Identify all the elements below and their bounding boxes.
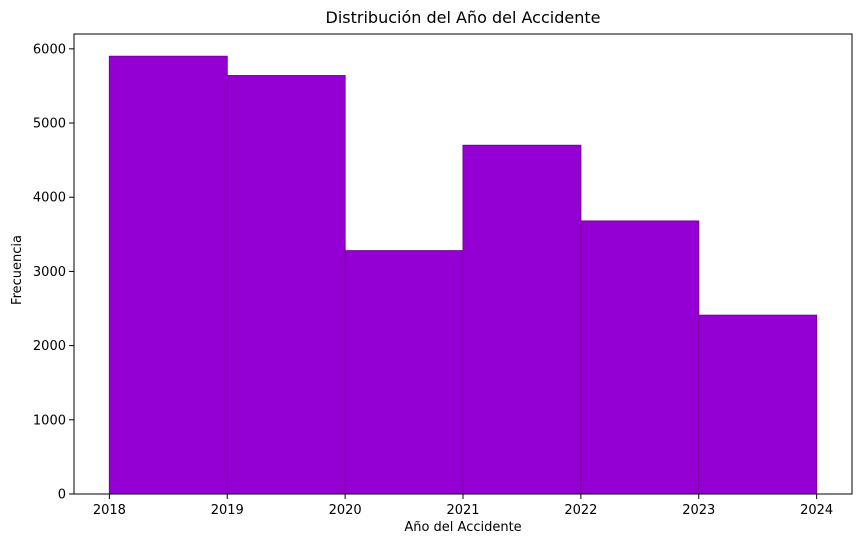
- y-tick-label: 5000: [33, 117, 66, 132]
- x-tick-label: 2019: [211, 503, 244, 518]
- histogram-bar: [108, 55, 228, 495]
- x-tick-label: 2023: [682, 503, 715, 518]
- chart-title: Distribución del Año del Accidente: [326, 8, 601, 27]
- x-tick-label: 2020: [329, 503, 362, 518]
- x-tick-label: 2018: [93, 503, 126, 518]
- y-tick-label: 1000: [33, 413, 66, 428]
- histogram-bar: [462, 144, 582, 495]
- y-tick-label: 2000: [33, 339, 66, 354]
- x-tick-label: 2021: [446, 503, 479, 518]
- histogram-bar: [226, 75, 346, 495]
- plot-area: 2018 2019 2020 2021 2022 2023 2024 0 1000 2000 300…: [33, 33, 853, 518]
- y-axis-title: Frecuencia: [10, 235, 25, 305]
- y-tick-label: 6000: [33, 42, 66, 57]
- histogram-bar: [344, 250, 464, 495]
- x-tick-label: 2024: [800, 503, 833, 518]
- y-tick-label: 0: [58, 488, 66, 503]
- x-axis-title: Año del Accidente: [404, 520, 521, 535]
- histogram-bar: [698, 314, 818, 495]
- y-tick-label: 4000: [33, 191, 66, 206]
- y-tick-label: 3000: [33, 265, 66, 280]
- histogram-bar: [580, 220, 700, 495]
- x-tick-label: 2022: [564, 503, 597, 518]
